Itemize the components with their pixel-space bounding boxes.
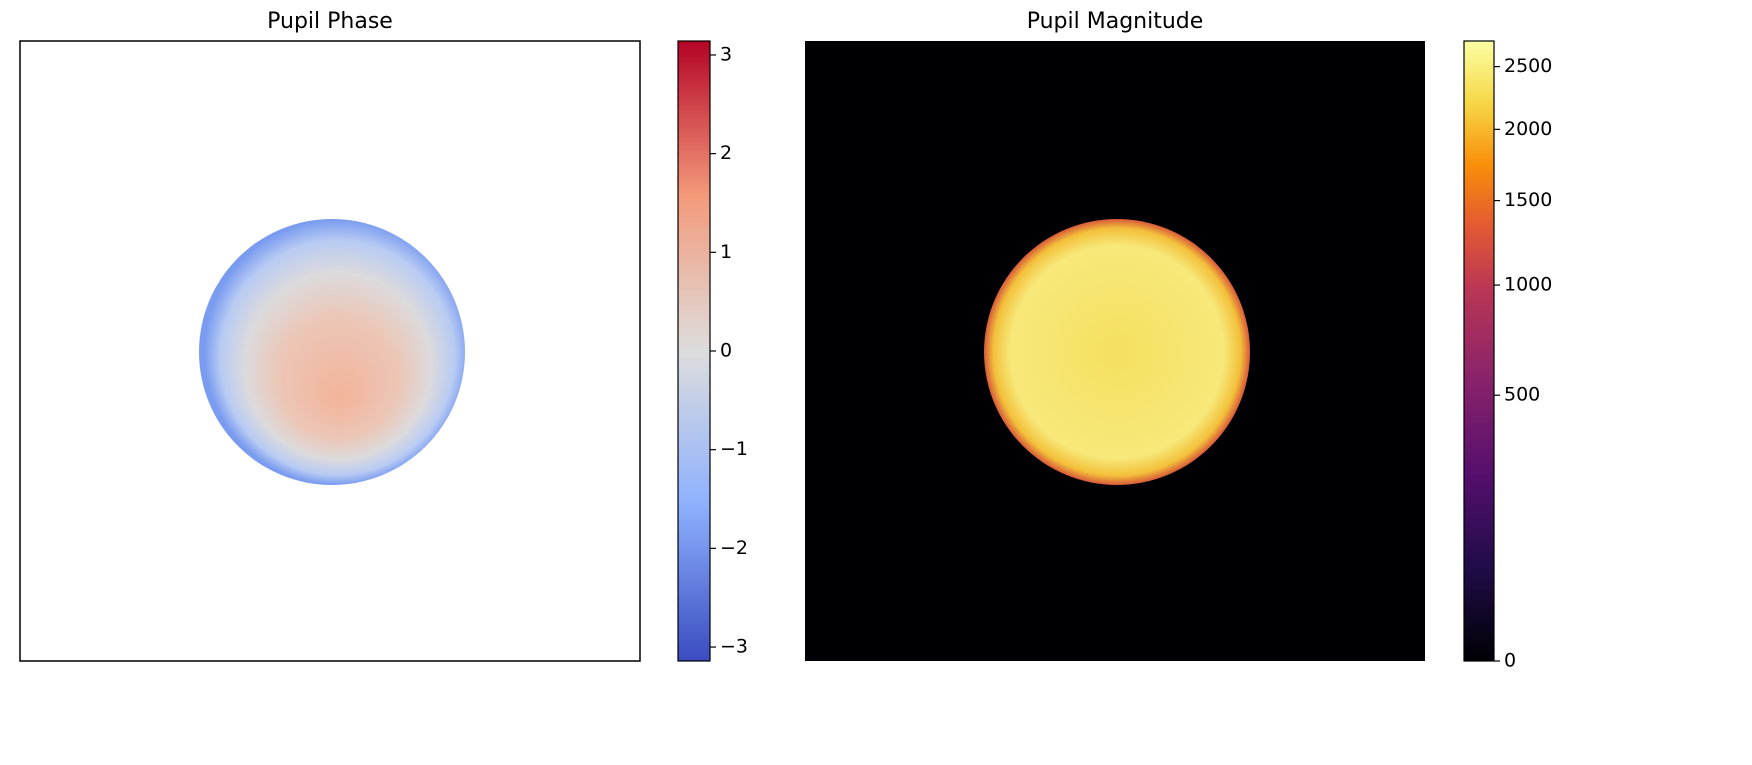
colorbar-tick-label: −3 <box>720 636 748 658</box>
colorbar-tick-label: 500 <box>1504 384 1540 406</box>
chart-title: Pupil Magnitude <box>1027 9 1204 34</box>
colorbar-tick-label: 0 <box>720 340 732 362</box>
chart-title: Pupil Phase <box>267 9 393 34</box>
colorbar-tick-label: −2 <box>720 537 748 559</box>
colorbar-tick-label: 0 <box>1504 650 1516 672</box>
colorbar-tick-label: 2500 <box>1504 55 1552 77</box>
pupil-magnitude <box>984 219 1250 485</box>
colorbar-tick-label: 1500 <box>1504 189 1552 211</box>
colorbar-tick-label: 2000 <box>1504 118 1552 140</box>
colorbar <box>1463 40 1495 662</box>
colorbar-tick-label: 1 <box>720 241 732 263</box>
axes-frame <box>19 40 641 662</box>
colorbar-tick-label: 3 <box>720 43 732 65</box>
colorbar-tick-label: 1000 <box>1504 274 1552 296</box>
pupil-phase <box>199 219 465 485</box>
colorbar-tick-label: −1 <box>720 438 748 460</box>
colorbar-tick-label: 2 <box>720 142 732 164</box>
colorbar <box>677 40 711 662</box>
